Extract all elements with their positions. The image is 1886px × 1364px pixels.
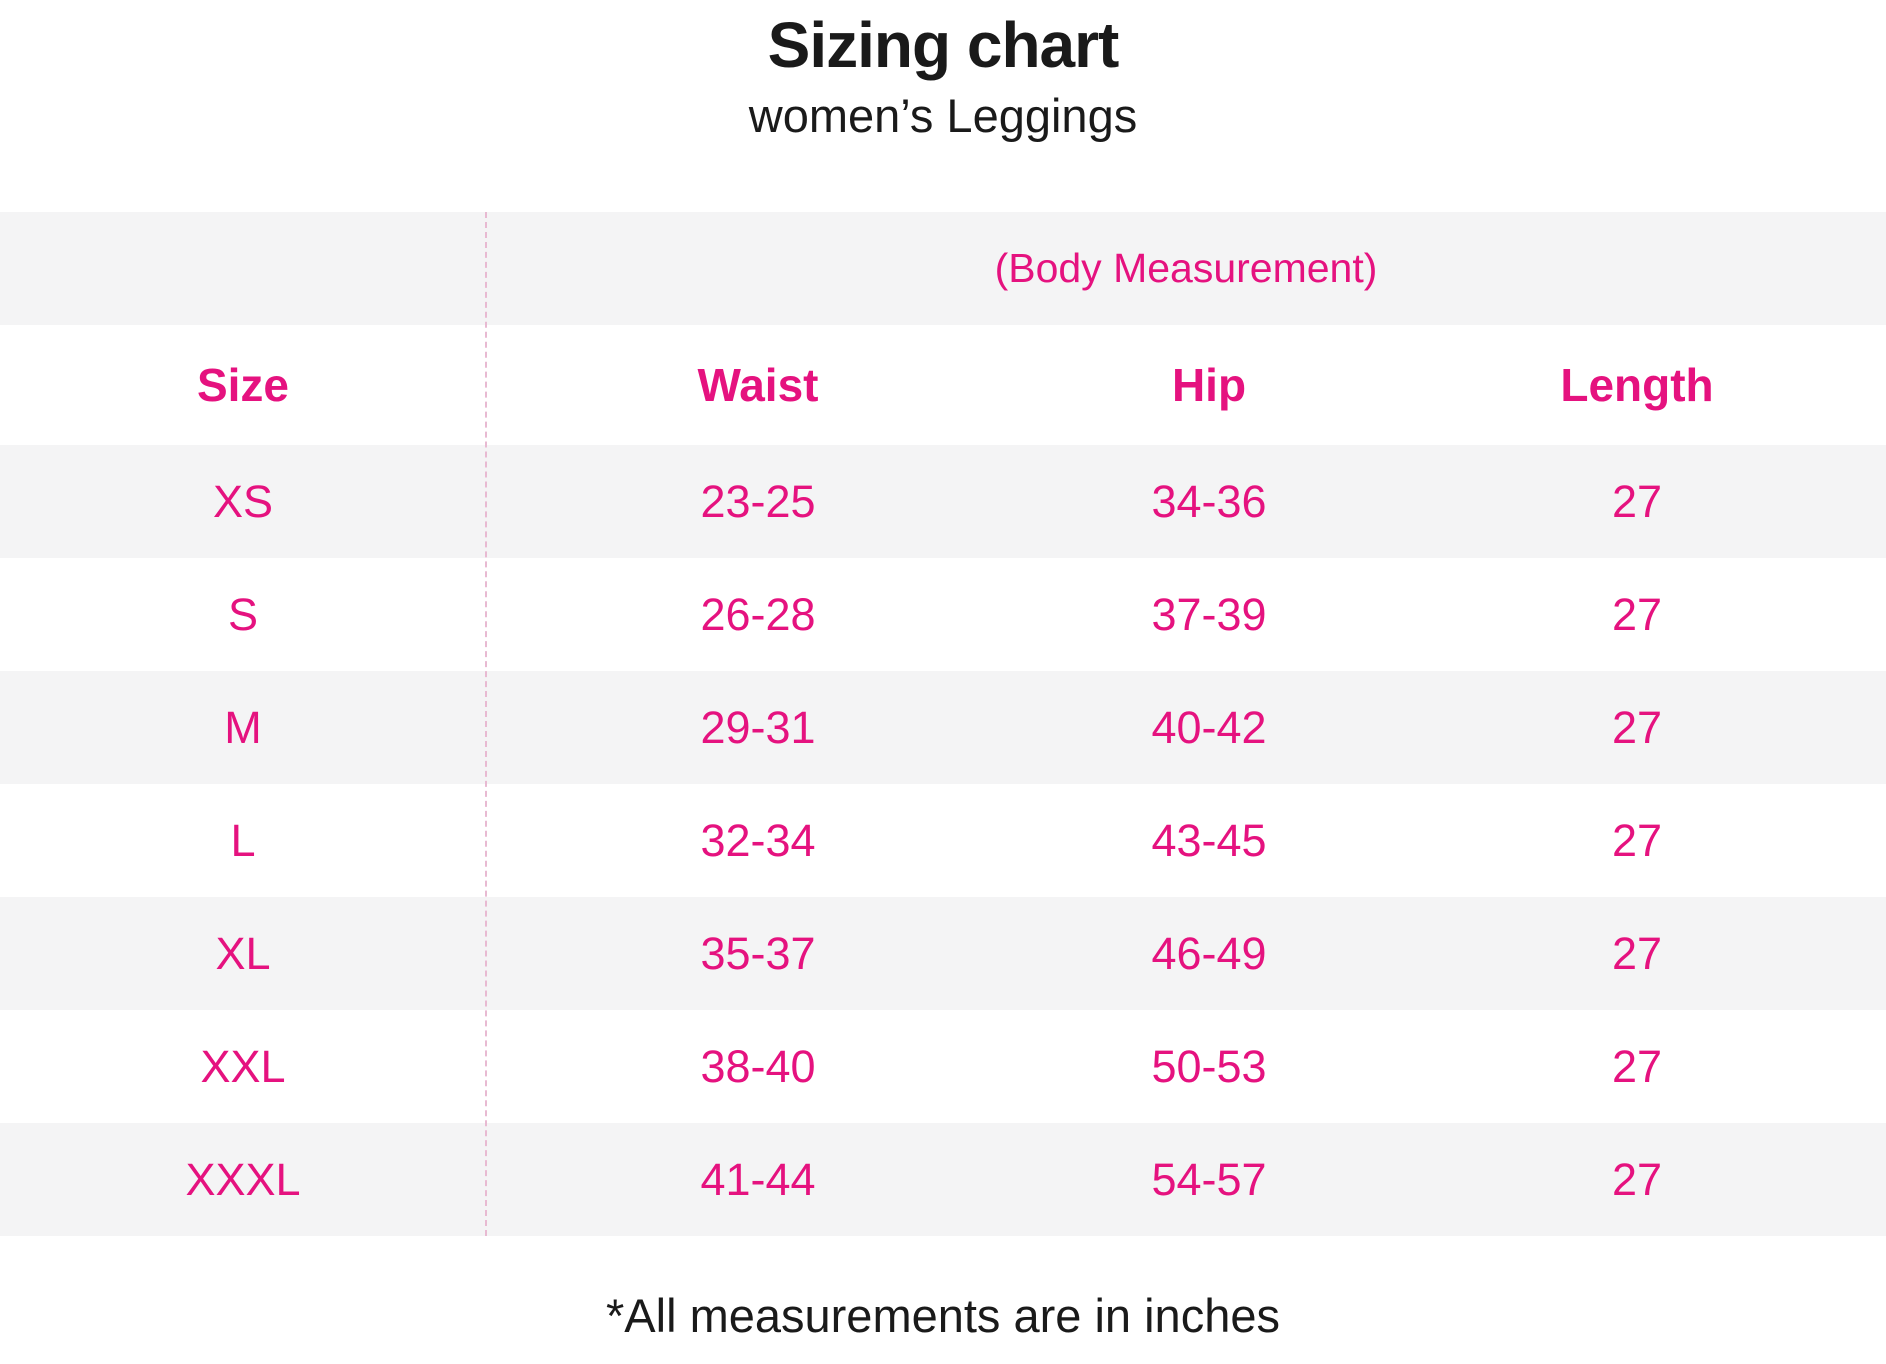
waist-cell: 26-28	[700, 588, 816, 640]
waist-cell: 41-44	[700, 1153, 816, 1205]
length-cell: 27	[1611, 927, 1663, 979]
length-cell: 27	[1611, 588, 1663, 640]
page-header: Sizing chart women’s Leggings	[0, 0, 1886, 212]
length-cell: 27	[1611, 475, 1663, 527]
table-row-xxl: XXL 38-40 50-53 27	[0, 1010, 1886, 1123]
waist-cell: 38-40	[700, 1040, 816, 1092]
page-subtitle: women’s Leggings	[748, 89, 1138, 143]
footnote: *All measurements are in inches	[606, 1289, 1280, 1342]
table-row-xl: XL 35-37 46-49 27	[0, 897, 1886, 1010]
length-cell: 27	[1611, 701, 1663, 753]
group-header-label: (Body Measurement)	[994, 245, 1378, 291]
table-row-xs: XS 23-25 34-36 27	[0, 445, 1886, 558]
column-header-waist: Waist	[697, 359, 819, 411]
table-row-l: L 32-34 43-45 27	[0, 784, 1886, 897]
size-cell: XS	[212, 475, 274, 527]
group-header-band: (Body Measurement)	[0, 212, 1886, 325]
size-cell: XXL	[200, 1040, 286, 1092]
waist-cell: 23-25	[700, 475, 816, 527]
length-cell: 27	[1611, 814, 1663, 866]
size-cell: XXXL	[185, 1153, 301, 1205]
table-row-m: M 29-31 40-42 27	[0, 671, 1886, 784]
column-header-row: Size Waist Hip Length	[0, 325, 1886, 445]
size-cell: L	[230, 814, 256, 866]
size-cell: M	[224, 701, 262, 753]
size-cell: S	[227, 588, 258, 640]
column-header-hip: Hip	[1171, 359, 1247, 411]
hip-cell: 34-36	[1151, 475, 1267, 527]
sizing-table: (Body Measurement) Size Waist Hip Length…	[0, 212, 1886, 1236]
waist-cell: 29-31	[700, 701, 816, 753]
waist-cell: 32-34	[700, 814, 816, 866]
table-row-xxxl: XXXL 41-44 54-57 27	[0, 1123, 1886, 1236]
hip-cell: 43-45	[1151, 814, 1267, 866]
hip-cell: 50-53	[1151, 1040, 1267, 1092]
length-cell: 27	[1611, 1153, 1663, 1205]
hip-cell: 54-57	[1151, 1153, 1267, 1205]
table-row-s: S 26-28 37-39 27	[0, 558, 1886, 671]
waist-cell: 35-37	[700, 927, 816, 979]
length-cell: 27	[1611, 1040, 1663, 1092]
page-title: Sizing chart	[767, 9, 1120, 81]
size-cell: XL	[215, 927, 271, 979]
column-header-size: Size	[196, 359, 290, 411]
hip-cell: 40-42	[1151, 701, 1267, 753]
hip-cell: 37-39	[1151, 588, 1267, 640]
hip-cell: 46-49	[1151, 927, 1267, 979]
column-header-length: Length	[1560, 359, 1714, 411]
